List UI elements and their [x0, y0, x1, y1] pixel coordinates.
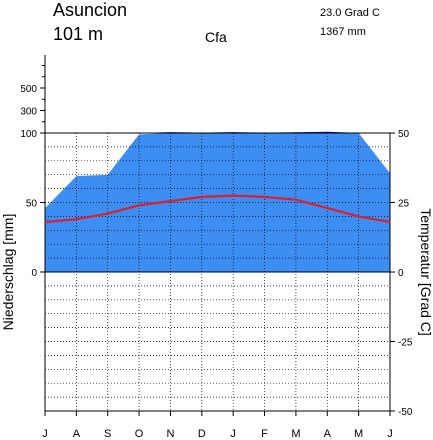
month-label: A — [324, 428, 332, 440]
station-name: Asuncion — [53, 0, 127, 20]
climate-class: Cfa — [205, 29, 227, 45]
temperature-line — [44, 194, 391, 224]
temp-tick-label: -50 — [398, 407, 413, 418]
month-label: J — [230, 428, 236, 440]
month-label: S — [104, 428, 111, 440]
temp-tick-label: -25 — [398, 338, 413, 349]
temp-tick-label: 0 — [398, 268, 404, 279]
precip-tick-label: 50 — [26, 199, 38, 210]
precip-area — [45, 133, 390, 272]
month-label: O — [135, 428, 144, 440]
month-label: N — [166, 428, 174, 440]
station-elevation: 101 m — [53, 24, 103, 44]
month-label: A — [73, 428, 81, 440]
month-label: D — [198, 428, 206, 440]
month-label: F — [261, 428, 268, 440]
plot-area: 0 50 100 300 500 -50 -25 0 25 50 J A S O N D J F M A M J — [20, 55, 413, 440]
month-label: M — [354, 428, 363, 440]
annual-precipitation: 1367 mm — [320, 26, 366, 38]
precip-tick-label: 100 — [20, 129, 37, 140]
month-label: J — [387, 428, 393, 440]
precip-axis-label: Niederschlag [mm] — [0, 214, 16, 331]
month-label: J — [42, 428, 48, 440]
month-label: M — [291, 428, 300, 440]
temp-axis-label: Temperatur [Grad C] — [418, 208, 433, 336]
temp-tick-label: 50 — [398, 129, 410, 140]
temp-tick-label: 25 — [398, 199, 410, 210]
precip-tick-label: 0 — [31, 268, 37, 279]
precip-tick-label: 500 — [20, 84, 37, 95]
precip-tick-label: 300 — [20, 107, 37, 118]
mean-temperature: 23.0 Grad C — [320, 7, 380, 19]
